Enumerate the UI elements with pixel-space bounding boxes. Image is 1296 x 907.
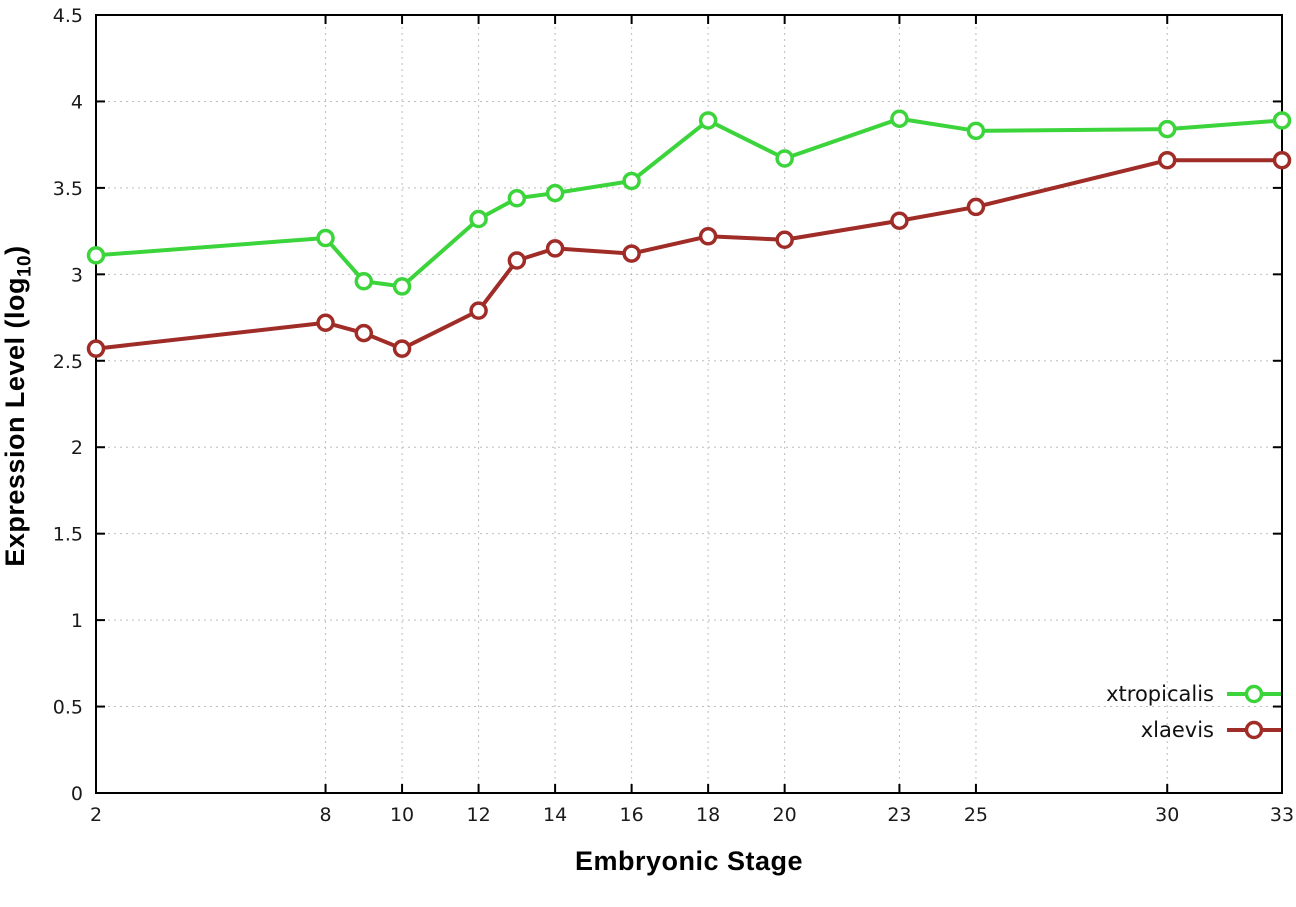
y-tick-label: 1 [71, 610, 83, 632]
data-point-xtropicalis [469, 209, 488, 229]
legend-label-xtropicalis: xtropicalis [1106, 682, 1214, 706]
x-axis-title: Embryonic Stage [574, 846, 804, 876]
x-tick-label: 33 [1270, 804, 1294, 826]
data-point-xtropicalis [86, 246, 106, 265]
data-point-xlaevis [545, 239, 565, 258]
data-point-xtropicalis [775, 149, 794, 168]
y-tick-label: 3 [71, 264, 83, 286]
data-point-xlaevis [698, 227, 718, 246]
data-point-xtropicalis [1157, 119, 1177, 139]
data-point-xlaevis [507, 251, 527, 270]
data-point-xlaevis [86, 339, 106, 358]
legend-sample-line-icon [1227, 720, 1281, 740]
y-tick-label: 4 [71, 91, 83, 113]
x-tick-label: 14 [543, 804, 567, 826]
data-point-xlaevis [469, 301, 488, 320]
data-point-xtropicalis [392, 277, 412, 296]
x-tick-label: 18 [696, 804, 720, 826]
data-point-xlaevis [1157, 150, 1177, 170]
y-tick-label: 0.5 [53, 697, 83, 719]
x-tick-label: 23 [887, 804, 911, 826]
x-tick-label: 20 [773, 804, 797, 826]
y-tick-label: 3.5 [53, 178, 83, 200]
data-point-xtropicalis [698, 111, 718, 130]
x-tick-label: 8 [320, 804, 332, 826]
y-tick-label: 2 [71, 437, 83, 459]
data-point-xlaevis [890, 211, 909, 230]
data-point-xtropicalis [890, 109, 909, 128]
data-point-xlaevis [392, 339, 412, 358]
x-tick-label: 10 [390, 804, 414, 826]
data-point-xtropicalis [1272, 111, 1292, 130]
data-point-xtropicalis [507, 189, 527, 208]
y-axis-title-close: ) [0, 245, 30, 255]
x-tick-label: 30 [1155, 804, 1179, 826]
legend-entry-xtropicalis: xtropicalis [1106, 682, 1284, 706]
series-line-xlaevis [94, 158, 1284, 351]
y-tick-label: 1.5 [53, 524, 83, 546]
x-tick-label: 2 [90, 804, 102, 826]
legend-entry-xlaevis: xlaevis [1106, 718, 1284, 742]
plot-border [95, 14, 1283, 794]
x-tick-label: 12 [466, 804, 490, 826]
data-point-xtropicalis [545, 183, 565, 203]
data-point-xtropicalis [622, 171, 641, 191]
legend-label-xlaevis: xlaevis [1140, 718, 1214, 742]
data-point-xtropicalis [354, 271, 374, 291]
y-axis-title-subscript: 10 [14, 254, 36, 278]
data-point-xlaevis [775, 230, 794, 250]
x-tick-label: 16 [620, 804, 644, 826]
data-point-xlaevis [622, 244, 641, 263]
x-tick-label: 25 [964, 804, 988, 826]
data-point-xlaevis [1272, 150, 1292, 170]
legend: xtropicalis xlaevis [1106, 682, 1284, 742]
legend-sample-line-icon [1227, 684, 1281, 704]
y-axis-title-main: Expression Level (log [0, 277, 30, 567]
y-axis-title: Expression Level (log10) [0, 17, 36, 795]
y-tick-label: 4.5 [53, 5, 83, 27]
series-line-xtropicalis [94, 116, 1284, 289]
data-point-xlaevis [354, 323, 374, 343]
y-tick-label: 0 [71, 783, 83, 805]
data-point-xlaevis [966, 197, 986, 217]
y-tick-label: 2.5 [53, 351, 83, 373]
data-point-xtropicalis [966, 121, 986, 141]
data-point-xlaevis [316, 313, 335, 332]
data-point-xtropicalis [316, 228, 335, 248]
